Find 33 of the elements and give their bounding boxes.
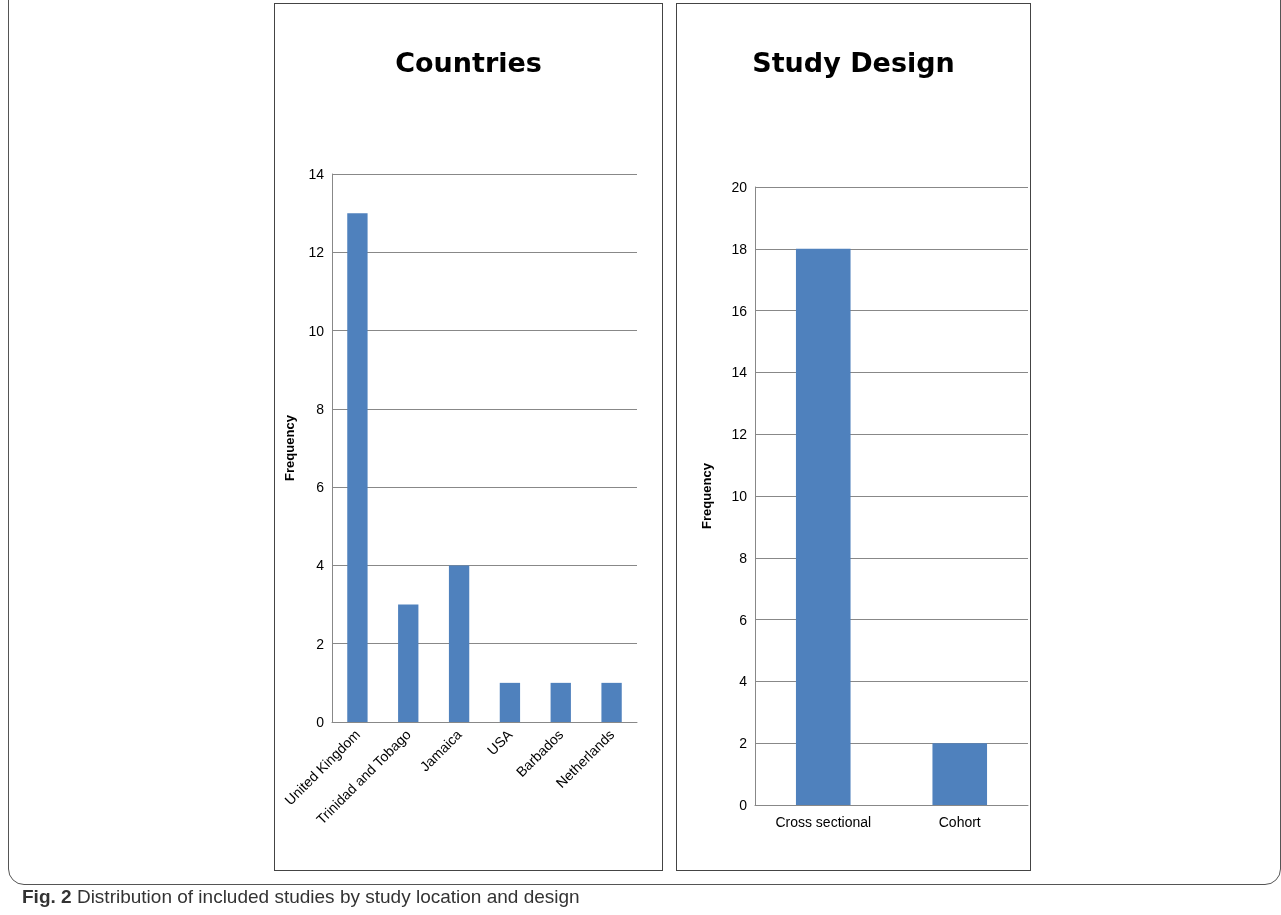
- x-tick-label: USA: [483, 725, 517, 758]
- y-tick-label: 14: [308, 166, 325, 182]
- bar: [601, 682, 622, 722]
- y-tick-label: 14: [731, 364, 748, 381]
- x-tick-label: Cross sectional: [775, 814, 872, 830]
- y-tick-label: 6: [316, 479, 325, 496]
- y-tick-label: 10: [731, 488, 748, 504]
- y-tick-label: 0: [739, 797, 748, 813]
- bar: [448, 565, 470, 722]
- y-tick-label: 20: [731, 179, 748, 195]
- y-tick-label: 4: [739, 673, 748, 690]
- y-tick-label: 12: [308, 244, 325, 261]
- y-tick-label: 0: [316, 714, 325, 730]
- y-tick-label: 16: [731, 302, 748, 319]
- bar: [499, 682, 521, 722]
- y-axis-title: Frequency: [699, 462, 714, 529]
- chart-title: Countries: [395, 47, 542, 78]
- y-tick-label: 8: [739, 549, 748, 566]
- y-axis-title: Frequency: [282, 414, 297, 481]
- caption: Fig. 2 Distribution of included studies by study location and design: [22, 886, 580, 908]
- y-tick-label: 6: [739, 611, 748, 628]
- y-tick-label: 2: [316, 635, 325, 652]
- bar: [398, 604, 419, 722]
- bar: [347, 213, 368, 722]
- y-tick-label: 10: [308, 322, 325, 339]
- y-tick-label: 8: [316, 400, 325, 417]
- chart-title: Study Design: [752, 47, 955, 78]
- y-tick-label: 12: [731, 426, 748, 443]
- y-tick-label: 4: [316, 557, 325, 574]
- bar: [550, 682, 571, 722]
- y-tick-label: 18: [731, 240, 748, 257]
- y-tick-label: 2: [739, 735, 748, 752]
- x-tick-label: Cohort: [938, 814, 981, 830]
